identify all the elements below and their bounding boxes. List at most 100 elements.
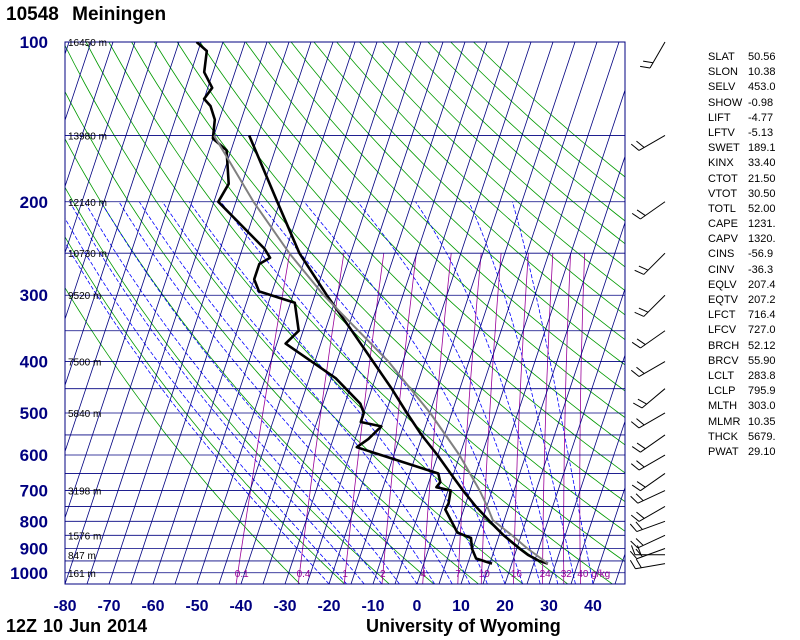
wind-barb-flag — [630, 514, 640, 522]
mixing-ratio-line — [480, 253, 502, 584]
mixing-ratio-label: 16 — [511, 569, 523, 580]
isotherm — [416, 42, 598, 584]
height-label: 5840 m — [68, 409, 101, 420]
y-tick-label: 500 — [20, 404, 48, 423]
moist-adiabat — [65, 217, 347, 584]
obs-year: 2014 — [107, 616, 148, 636]
moist-adiabat — [84, 201, 383, 584]
wind-barb-flag — [635, 548, 643, 558]
index-name: VTOT — [708, 187, 738, 200]
y-tick-label: 400 — [20, 353, 48, 372]
wind-barbs — [629, 41, 666, 570]
height-label: 12140 m — [68, 198, 107, 209]
index-name: LFCT — [708, 309, 736, 322]
index-value: 5679. — [748, 430, 776, 443]
index-value: -4.77 — [748, 111, 774, 124]
isotherm — [328, 42, 510, 584]
y-tick-label: 900 — [20, 539, 48, 558]
x-tick-label: -10 — [361, 598, 384, 615]
index-value: 21.50 — [748, 172, 776, 185]
index-value: 283.8 — [748, 369, 776, 382]
wind-barb-flag — [636, 511, 645, 519]
index-row: CINS -56.9 — [708, 247, 798, 262]
index-row: CAPV 1320. — [708, 232, 798, 247]
observation-time: 12Z 10 Jun 2014 — [6, 616, 153, 637]
moist-adiabat — [468, 201, 576, 584]
moist-adiabat — [65, 241, 330, 584]
index-value: -5.13 — [748, 126, 774, 139]
x-tick-label: -40 — [229, 598, 252, 615]
dry-adiabat — [245, 42, 625, 418]
index-name: BRCH — [708, 339, 740, 352]
isotherm — [306, 42, 488, 584]
isotherm — [65, 42, 180, 387]
wind-barb — [649, 41, 666, 69]
wind-barb-flag — [630, 463, 640, 471]
mixing-ratio-label: 4 — [420, 569, 426, 580]
index-row: KINX 33.40 — [708, 156, 798, 171]
wind-barb — [640, 330, 666, 349]
index-row: LIFT -4.77 — [708, 111, 798, 126]
isotherm — [152, 42, 334, 584]
index-name: MLTH — [708, 400, 738, 413]
isotherm — [570, 420, 625, 584]
isotherm — [218, 42, 400, 584]
index-name: LCLT — [708, 369, 735, 382]
x-tick-label: -60 — [141, 598, 164, 615]
isotherm — [262, 42, 444, 584]
index-row: MLTH 303.0 — [708, 399, 798, 414]
y-tick-label: 100 — [20, 33, 48, 52]
moist-adiabat — [118, 201, 418, 584]
isotherm — [130, 42, 312, 584]
wind-barb-flag — [630, 495, 639, 504]
index-value: 30.50 — [748, 187, 776, 200]
wind-barb-flag — [640, 65, 651, 69]
plot-frame — [64, 41, 626, 585]
stability-indices: SLAT 50.56 SLON 10.38 SELV 453.0 SHOW -0.98 LIFT… — [708, 50, 798, 460]
index-value: 727.0 — [748, 324, 776, 337]
index-name: SHOW — [708, 96, 743, 109]
index-name: LFCV — [708, 324, 737, 337]
isotherm — [240, 42, 422, 584]
mixing-ratio-label: 40 g/kg — [577, 569, 610, 580]
wind-barb — [638, 412, 666, 429]
mixing-ratio-line — [542, 253, 554, 584]
wind-barb — [641, 388, 666, 409]
dewpoint-trace — [195, 42, 493, 565]
isotherm — [482, 155, 625, 584]
x-tick-label: -30 — [273, 598, 296, 615]
height-label: 16450 m — [68, 38, 107, 49]
wind-barb-flag — [635, 558, 642, 569]
isotherm — [350, 42, 532, 584]
x-tick-label: -70 — [97, 598, 120, 615]
index-row: SLON 10.38 — [708, 65, 798, 80]
institution-label: University of Wyoming — [366, 616, 561, 636]
isotherm — [65, 42, 70, 56]
height-label: 161 m — [68, 569, 96, 580]
moist-adiabat — [415, 201, 559, 584]
index-row: SWET 189.1 — [708, 141, 798, 156]
index-row: LFCV 727.0 — [708, 323, 798, 338]
isotherm — [65, 42, 246, 584]
isotherm — [65, 42, 202, 453]
index-value: -0.98 — [748, 96, 774, 109]
wind-barb-flag — [636, 442, 646, 450]
dry-adiabat — [382, 42, 625, 268]
dry-adiabat — [199, 42, 625, 474]
dry-adiabat — [290, 42, 625, 366]
wind-barb-flag — [636, 209, 646, 216]
height-label: 847 m — [68, 551, 96, 562]
index-row: PWAT 29.10 — [708, 445, 798, 460]
moist-adiabat — [512, 201, 594, 584]
height-label: 13980 m — [68, 131, 107, 142]
wind-barb — [640, 434, 666, 453]
index-value: 1231. — [748, 218, 776, 231]
index-name: TOTL — [708, 202, 736, 215]
index-value: 33.40 — [748, 157, 776, 170]
temperature-trace — [248, 134, 549, 565]
dry-adiabat — [359, 42, 625, 292]
index-row: MLMR 10.35 — [708, 415, 798, 430]
x-tick-label: -80 — [53, 598, 76, 615]
obs-day: 10 — [43, 616, 64, 636]
